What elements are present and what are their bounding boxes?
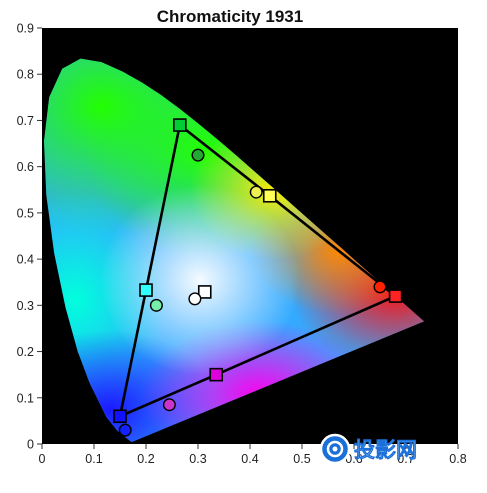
x-tick-label: 0.5 — [293, 452, 310, 466]
square-marker-0 — [173, 118, 187, 132]
x-tick-label: 0.2 — [137, 452, 154, 466]
circle-marker-2 — [373, 280, 387, 294]
x-tick-label: 0.3 — [189, 452, 206, 466]
circle-marker-6 — [188, 292, 202, 306]
x-tick-label: 0.8 — [449, 452, 466, 466]
circle-marker-5 — [149, 298, 163, 312]
y-tick-label: 0.1 — [17, 391, 34, 405]
x-tick-label: 0.1 — [85, 452, 102, 466]
circle-marker-4 — [118, 423, 132, 437]
square-marker-6 — [197, 285, 212, 299]
watermark: 投影网 — [319, 433, 417, 465]
y-tick-label: 0.6 — [17, 160, 34, 174]
x-tick-label: 0.4 — [241, 452, 258, 466]
y-tick-label: 0.9 — [17, 22, 34, 36]
square-marker-2 — [388, 289, 403, 303]
circle-marker-1 — [249, 185, 263, 199]
axis-ticks — [37, 27, 459, 449]
square-marker-5 — [139, 283, 153, 297]
square-marker-1 — [262, 188, 277, 203]
x-tick-label: 0.6 — [345, 452, 362, 466]
y-tick-label: 0.4 — [17, 253, 34, 267]
square-marker-4 — [113, 409, 127, 424]
y-tick-label: 0.3 — [17, 299, 34, 313]
watermark-text: 投影网 — [354, 438, 417, 462]
square-marker-3 — [209, 367, 223, 382]
circle-marker-0 — [191, 148, 205, 162]
circle-marker-3 — [162, 398, 176, 412]
y-tick-label: 0 — [27, 438, 34, 452]
y-tick-label: 0.8 — [17, 68, 34, 82]
x-tick-labels: 0 0.1 0.2 0.3 0.4 0.5 0.6 0.7 0.8 — [39, 452, 467, 466]
x-tick-label: 0 — [39, 452, 46, 466]
camera-lens-icon — [319, 433, 351, 465]
chart-title: Chromaticity 1931 — [157, 7, 303, 26]
x-tick-label: 0.7 — [397, 452, 414, 466]
y-tick-label: 0.2 — [17, 345, 34, 359]
chart-markers — [113, 118, 403, 437]
y-tick-label: 0.7 — [17, 114, 34, 128]
y-tick-label: 0.5 — [17, 206, 34, 220]
y-tick-labels: 0 0.1 0.2 0.3 0.4 0.5 0.6 0.7 0.8 0.9 — [17, 22, 34, 452]
